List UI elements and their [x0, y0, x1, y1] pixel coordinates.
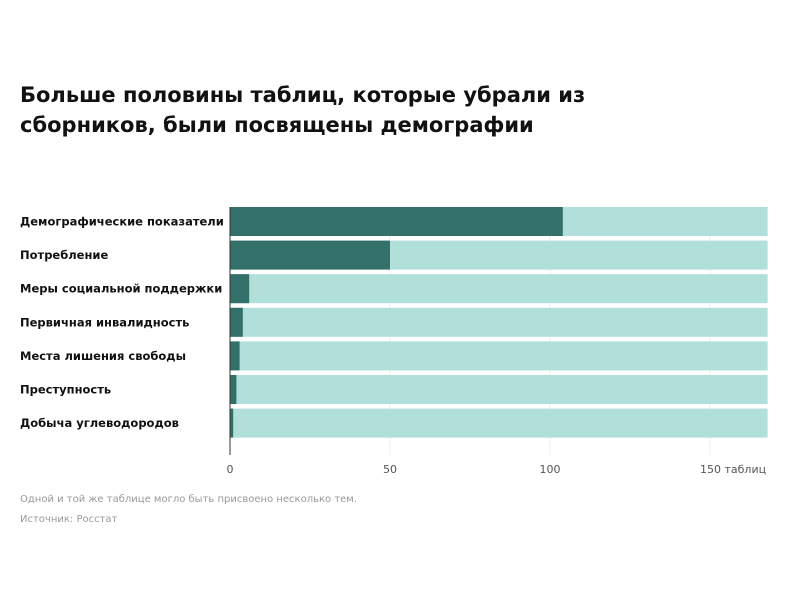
bar-value — [230, 274, 250, 304]
bar-background — [230, 307, 768, 337]
category-label: Преступность — [20, 383, 111, 397]
bar-value — [230, 375, 237, 404]
x-tick-label: 0 — [227, 463, 234, 476]
bar-background — [230, 408, 768, 438]
bar-background — [230, 274, 768, 304]
bar-background — [230, 341, 768, 371]
category-label: Потребление — [20, 248, 108, 262]
bar-value — [230, 408, 234, 438]
bar-value — [230, 341, 240, 371]
footnote: Одной и той же таблице могло быть присво… — [20, 494, 358, 505]
bar-value — [230, 207, 563, 236]
bar-background — [230, 375, 768, 404]
category-label: Первичная инвалидность — [20, 315, 189, 329]
x-tick-label: 100 — [540, 463, 561, 476]
category-label: Меры социальной поддержки — [20, 282, 222, 296]
source: Источник: Росстат — [20, 514, 118, 525]
x-tick-label: 50 — [383, 463, 397, 476]
bar-value — [230, 307, 243, 337]
bar-value — [230, 240, 390, 270]
category-label: Добыча углеводородов — [20, 416, 179, 430]
category-label: Демографические показатели — [20, 215, 224, 229]
chart-title: Больше половины таблиц, которые убрали и… — [20, 83, 586, 137]
category-label: Места лишения свободы — [20, 349, 186, 363]
x-tick-label: 150 таблиц — [700, 463, 766, 476]
